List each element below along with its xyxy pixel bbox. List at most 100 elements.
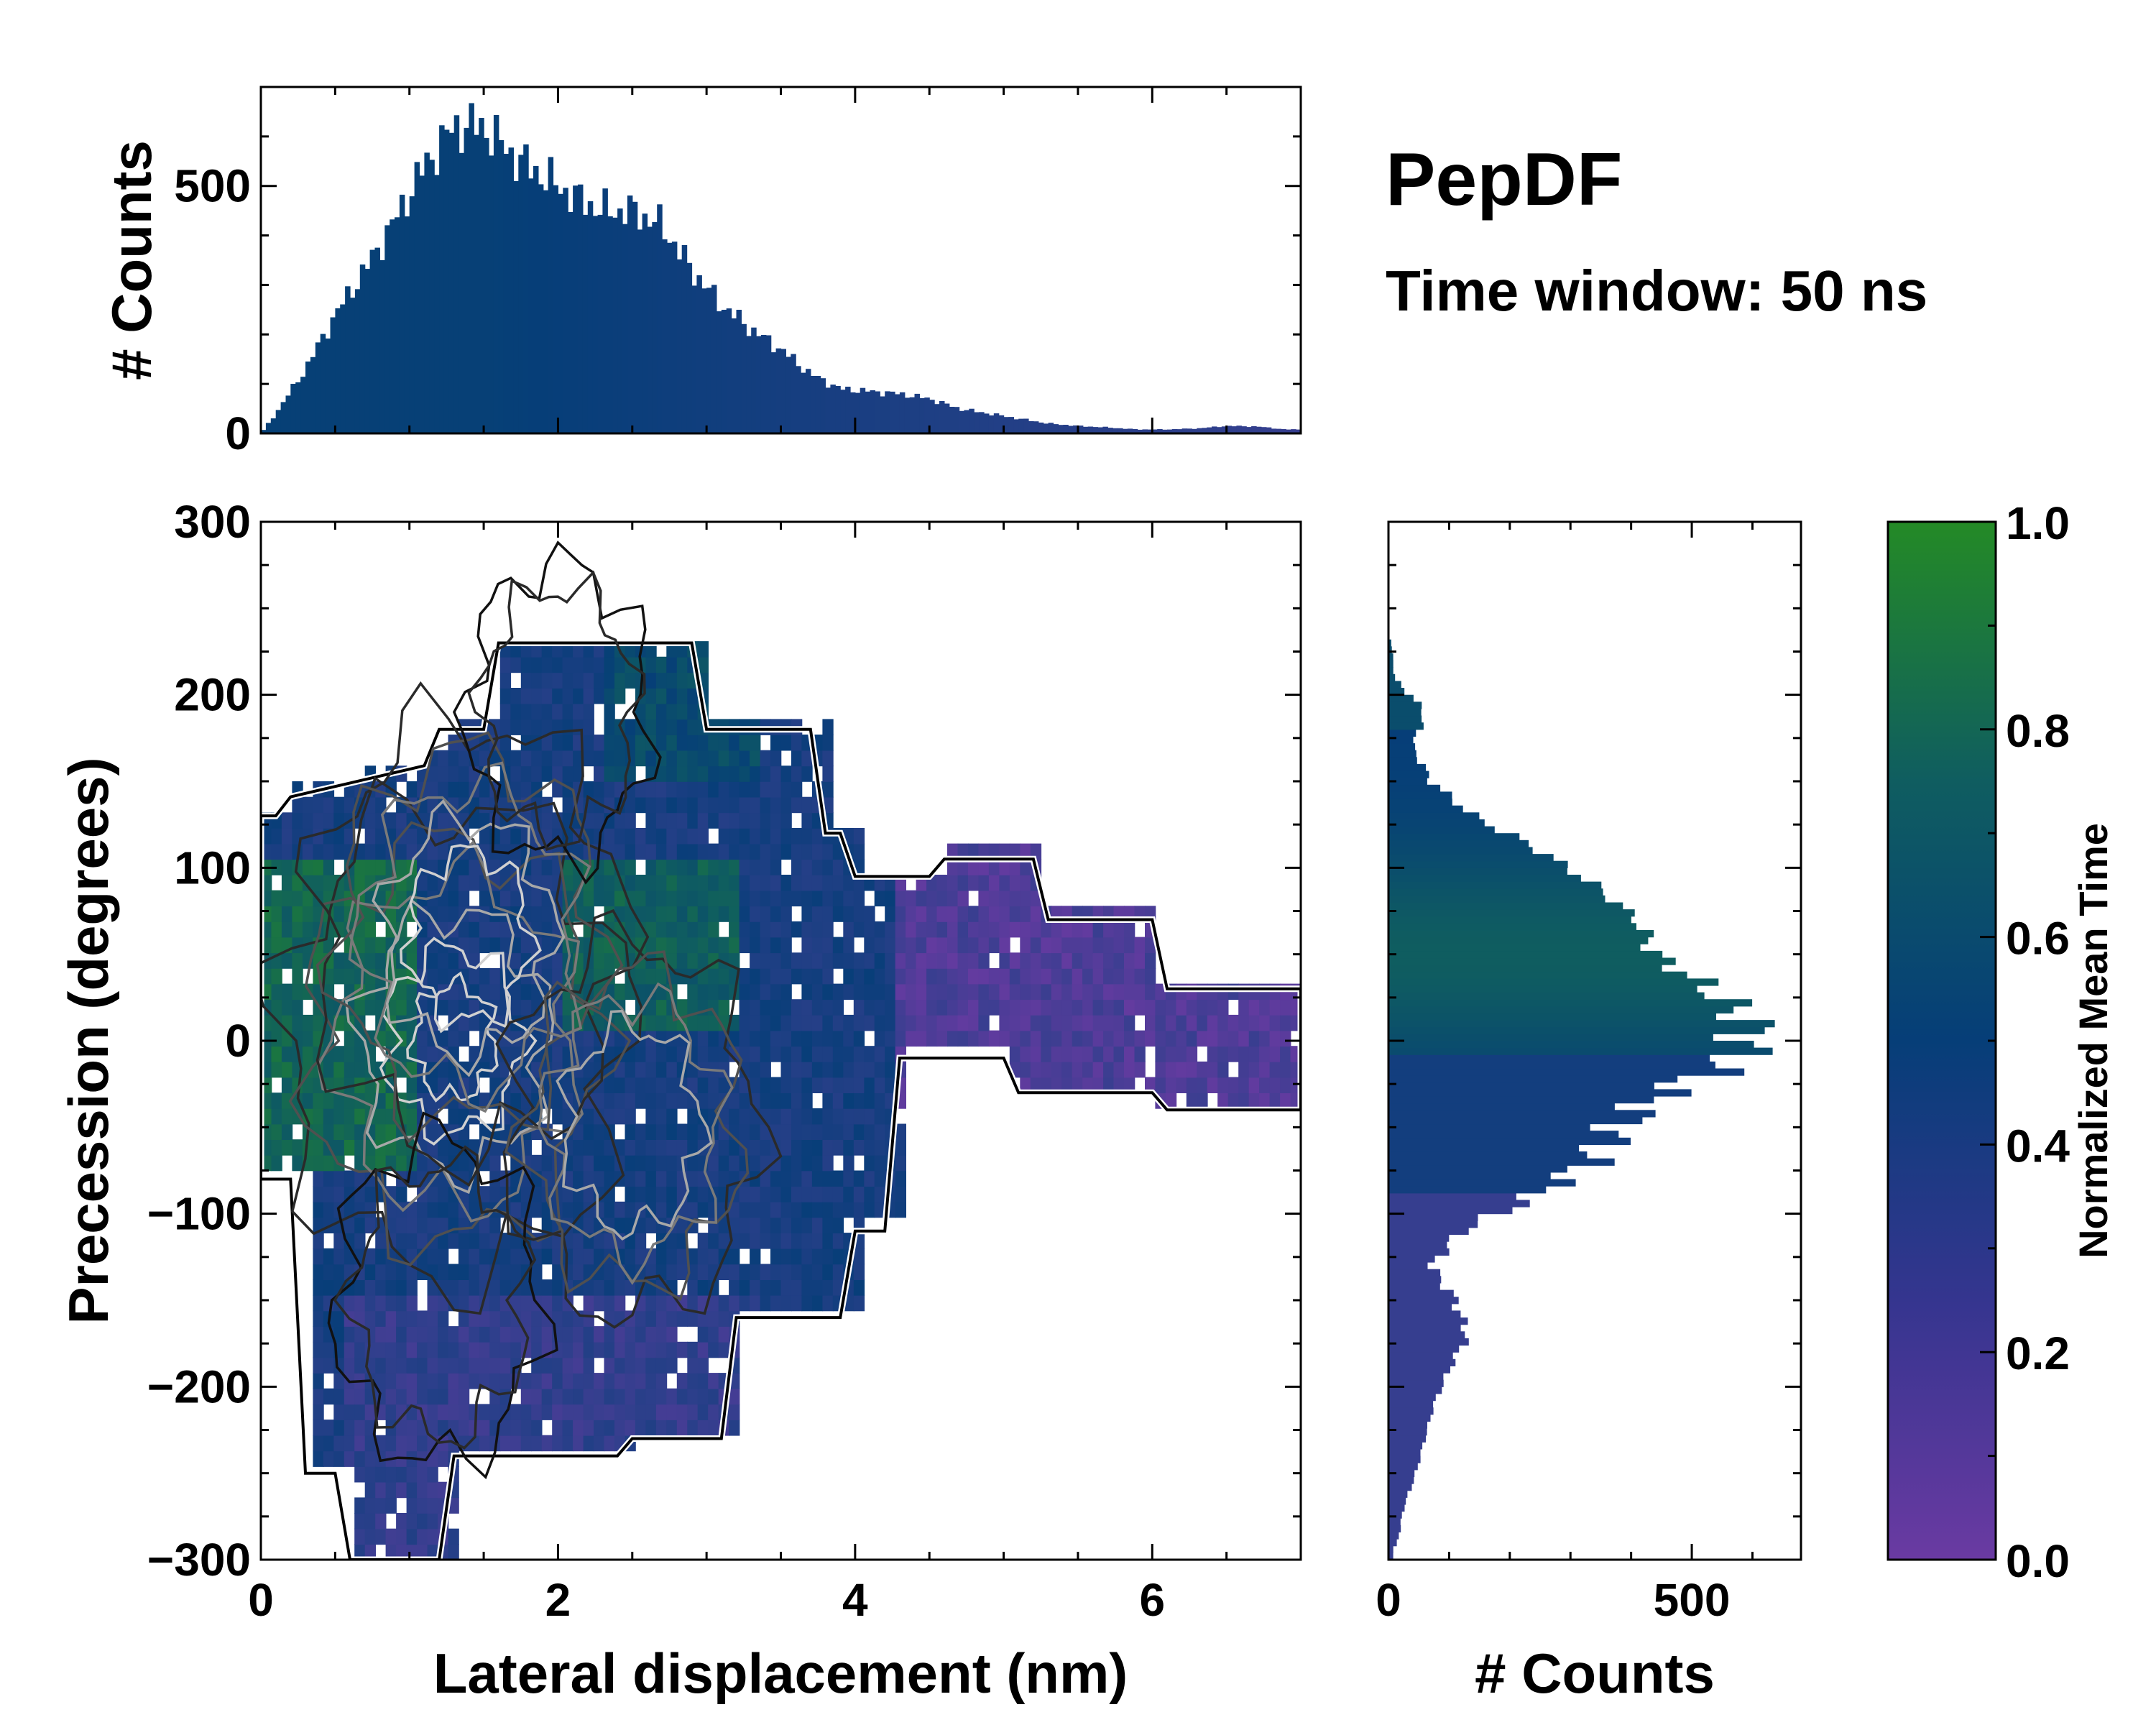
- heatmap-cell: [697, 921, 709, 938]
- heatmap-cell: [406, 1077, 418, 1093]
- heatmap-cell: [635, 781, 647, 798]
- right-histogram-bar: [1388, 1192, 1516, 1200]
- heatmap-cell: [739, 906, 750, 922]
- heatmap-cell: [1092, 1061, 1104, 1078]
- heatmap-cell: [396, 1357, 407, 1374]
- heatmap-cell: [604, 1435, 615, 1452]
- heatmap-cell: [770, 1092, 782, 1109]
- heatmap-cell: [1113, 1014, 1125, 1031]
- right-histogram-bar: [1388, 743, 1416, 751]
- top-histogram-bar: [801, 372, 806, 433]
- heatmap-cell: [1280, 1014, 1291, 1031]
- heatmap-cell: [1103, 1061, 1115, 1078]
- top-histogram-bar: [652, 221, 658, 433]
- top-histogram-bar: [409, 196, 415, 433]
- heatmap-cell: [604, 1388, 615, 1405]
- heatmap-cell: [385, 1373, 397, 1389]
- colorbar: 0.00.20.40.60.81.0 Normalized Mean Time: [1886, 497, 2116, 1587]
- heatmap-cell: [708, 1310, 719, 1327]
- heatmap-cell: [562, 796, 573, 814]
- heatmap-cell: [625, 1123, 636, 1140]
- heatmap-cell: [853, 1061, 865, 1078]
- heatmap-cell: [885, 906, 896, 922]
- heatmap-cell: [676, 937, 688, 954]
- heatmap-cell: [1248, 1030, 1260, 1047]
- heatmap-cell: [811, 1030, 824, 1047]
- heatmap-cell: [666, 781, 678, 798]
- heatmap-cell: [687, 1404, 699, 1420]
- heatmap-cell: [323, 1341, 335, 1358]
- heatmap-cell: [583, 875, 594, 891]
- heatmap-cell: [396, 1217, 407, 1233]
- heatmap-cell: [718, 1326, 729, 1343]
- heatmap-cell: [594, 890, 605, 907]
- top-histogram-bar: [786, 356, 791, 433]
- heatmap-cell: [645, 1420, 657, 1436]
- heatmap-cell: [406, 1310, 418, 1327]
- heatmap-cell: [1051, 1030, 1062, 1047]
- heatmap-cell: [801, 828, 813, 845]
- right-histogram-bar: [1388, 985, 1697, 993]
- heatmap-cell: [906, 983, 917, 1000]
- heatmap-cell: [1124, 1077, 1135, 1093]
- heatmap-cell: [594, 1404, 605, 1420]
- heatmap-cell: [645, 890, 657, 907]
- heatmap-cell: [614, 1294, 626, 1312]
- heatmap-cell: [1165, 1014, 1177, 1031]
- top-histogram-bar: [1053, 424, 1059, 433]
- top-histogram-bar: [295, 382, 301, 433]
- heatmap-cell: [718, 1294, 729, 1312]
- heatmap-cell: [448, 906, 459, 922]
- heatmap-cell: [1082, 1046, 1094, 1062]
- heatmap-cell: [406, 952, 418, 969]
- heatmap-cell: [708, 1294, 719, 1312]
- heatmap-cell: [458, 1310, 470, 1327]
- heatmap-cell: [385, 1544, 397, 1560]
- heatmap-cell: [708, 1233, 719, 1249]
- top-histogram-bar: [870, 390, 875, 433]
- heatmap-cell: [822, 1201, 834, 1218]
- heatmap-cell: [458, 875, 470, 891]
- heatmap-cell: [635, 1357, 647, 1374]
- heatmap-cell: [313, 952, 324, 969]
- heatmap-cell: [594, 1341, 605, 1358]
- heatmap-cell: [718, 796, 729, 814]
- tick-label: 500: [1654, 1574, 1731, 1626]
- heatmap-cell: [1145, 1077, 1156, 1093]
- heatmap-cell: [375, 1108, 387, 1125]
- heatmap-cell: [510, 999, 522, 1016]
- right-histogram-bar: [1388, 937, 1649, 944]
- heatmap-cell: [666, 890, 678, 907]
- top-histogram-bar: [300, 377, 306, 433]
- heatmap-cell: [458, 1373, 470, 1389]
- heatmap-cell: [718, 735, 729, 751]
- heatmap-cell: [1061, 999, 1073, 1016]
- heatmap-cell: [313, 1388, 324, 1405]
- heatmap-cell: [1124, 1014, 1135, 1031]
- heatmap-cell: [1072, 999, 1083, 1016]
- heatmap-cell: [406, 1373, 418, 1389]
- heatmap-cell: [281, 1061, 293, 1078]
- heatmap-cell: [822, 1294, 834, 1312]
- heatmap-cell: [874, 1154, 885, 1172]
- heatmap-cell: [562, 999, 573, 1016]
- heatmap-cell: [1227, 1046, 1239, 1062]
- heatmap-cell: [676, 952, 688, 969]
- heatmap-cell: [822, 735, 834, 751]
- heatmap-cell: [354, 1513, 366, 1530]
- heatmap-cell: [978, 1030, 990, 1047]
- heatmap-cell: [323, 812, 335, 829]
- top-histogram-bar: [1216, 427, 1222, 433]
- heatmap-cell: [1280, 1077, 1291, 1093]
- heatmap-cell: [780, 1108, 792, 1125]
- top-histogram-bar: [404, 216, 410, 433]
- heatmap-cell: [770, 750, 782, 767]
- right-histogram-bar: [1388, 1442, 1423, 1450]
- heatmap-cell: [687, 1139, 699, 1156]
- top-histogram-bar: [399, 194, 405, 433]
- heatmap-cell: [864, 1186, 875, 1202]
- heatmap-cell: [957, 937, 969, 954]
- heatmap-cell: [625, 921, 636, 938]
- right-histogram-bar: [1388, 971, 1687, 979]
- heatmap-cell: [655, 890, 668, 907]
